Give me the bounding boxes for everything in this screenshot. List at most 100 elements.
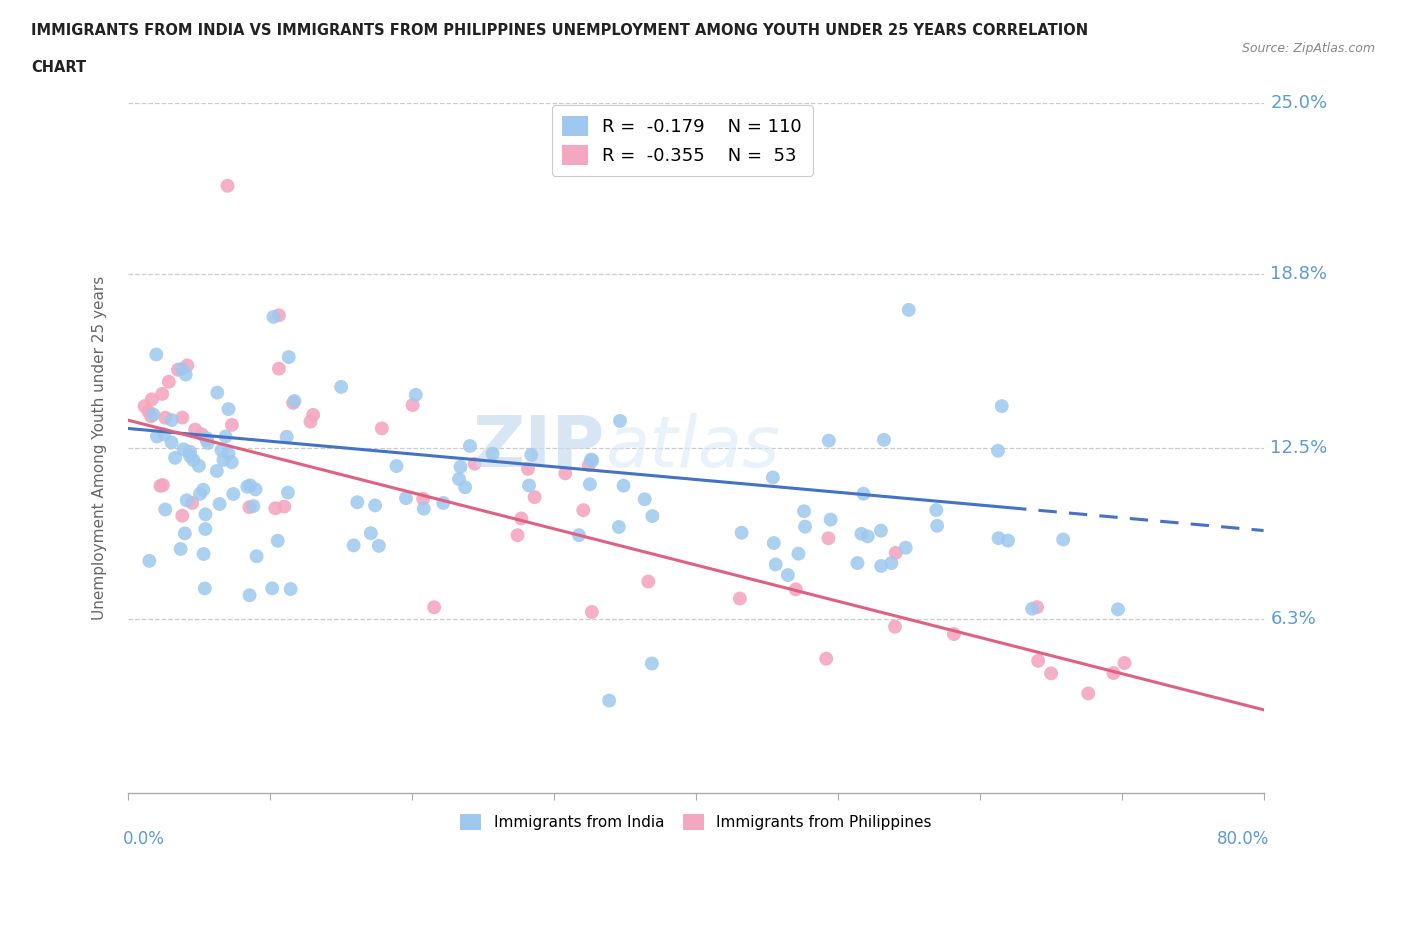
Point: [281, 395, 304, 410]
Point: [785, 582, 807, 597]
Point: [517, 461, 540, 476]
Point: [852, 486, 875, 501]
Point: [155, 502, 177, 517]
Point: [299, 414, 322, 429]
Point: [160, 413, 183, 428]
Point: [432, 496, 454, 511]
Point: [173, 442, 195, 457]
Point: [179, 445, 201, 459]
Point: [218, 446, 240, 461]
Point: [884, 546, 907, 561]
Point: [217, 402, 239, 417]
Point: [641, 656, 664, 671]
Point: [794, 519, 817, 534]
Text: 18.8%: 18.8%: [1271, 265, 1327, 283]
Point: [139, 409, 162, 424]
Point: [371, 421, 394, 436]
Point: [221, 455, 243, 470]
Point: [1102, 666, 1125, 681]
Point: [873, 432, 896, 447]
Point: [991, 399, 1014, 414]
Point: [239, 478, 262, 493]
Point: [183, 453, 205, 468]
Point: [1077, 686, 1099, 701]
Y-axis label: Unemployment Among Youth under 25 years: Unemployment Among Youth under 25 years: [93, 275, 107, 620]
Point: [169, 541, 191, 556]
Point: [283, 393, 305, 408]
Point: [454, 480, 477, 495]
Point: [1021, 602, 1043, 617]
Point: [149, 478, 172, 493]
Point: [787, 546, 810, 561]
Text: Source: ZipAtlas.com: Source: ZipAtlas.com: [1241, 42, 1375, 55]
Point: [1040, 666, 1063, 681]
Point: [925, 502, 948, 517]
Point: [187, 458, 209, 473]
Text: 0.0%: 0.0%: [122, 830, 165, 848]
Point: [197, 435, 219, 450]
Point: [554, 466, 576, 481]
Point: [155, 410, 177, 425]
Point: [367, 538, 389, 553]
Point: [264, 501, 287, 516]
Point: [884, 619, 907, 634]
Text: CHART: CHART: [31, 60, 86, 75]
Point: [464, 457, 486, 472]
Point: [238, 499, 260, 514]
Point: [987, 444, 1010, 458]
Point: [195, 431, 218, 445]
Point: [134, 399, 156, 414]
Point: [214, 429, 236, 444]
Point: [184, 422, 207, 437]
Point: [276, 430, 298, 445]
Point: [927, 518, 949, 533]
Point: [267, 361, 290, 376]
Point: [762, 536, 785, 551]
Point: [598, 693, 620, 708]
Point: [728, 591, 751, 606]
Point: [246, 549, 269, 564]
Point: [173, 526, 195, 541]
Point: [572, 503, 595, 518]
Point: [193, 547, 215, 562]
Point: [170, 362, 193, 377]
Point: [517, 478, 540, 493]
Point: [167, 363, 190, 378]
Point: [146, 429, 169, 444]
Point: [817, 531, 839, 546]
Point: [997, 533, 1019, 548]
Point: [405, 388, 427, 403]
Point: [360, 525, 382, 540]
Point: [346, 495, 368, 510]
Point: [364, 498, 387, 512]
Point: [820, 512, 842, 527]
Text: 25.0%: 25.0%: [1271, 94, 1327, 112]
Point: [145, 347, 167, 362]
Point: [152, 478, 174, 493]
Legend: Immigrants from India, Immigrants from Philippines: Immigrants from India, Immigrants from P…: [454, 808, 938, 837]
Point: [776, 567, 799, 582]
Point: [280, 581, 302, 596]
Point: [176, 493, 198, 508]
Point: [1114, 656, 1136, 671]
Point: [579, 452, 602, 467]
Point: [581, 604, 603, 619]
Point: [194, 522, 217, 537]
Point: [236, 479, 259, 494]
Point: [447, 472, 470, 486]
Point: [211, 443, 233, 458]
Point: [578, 458, 600, 472]
Text: 6.3%: 6.3%: [1271, 610, 1316, 628]
Point: [222, 486, 245, 501]
Point: [793, 504, 815, 519]
Point: [450, 459, 472, 474]
Text: 12.5%: 12.5%: [1271, 439, 1327, 457]
Point: [581, 453, 603, 468]
Point: [165, 450, 187, 465]
Point: [942, 627, 965, 642]
Point: [136, 404, 159, 418]
Point: [730, 525, 752, 540]
Point: [330, 379, 353, 394]
Point: [815, 651, 838, 666]
Point: [385, 458, 408, 473]
